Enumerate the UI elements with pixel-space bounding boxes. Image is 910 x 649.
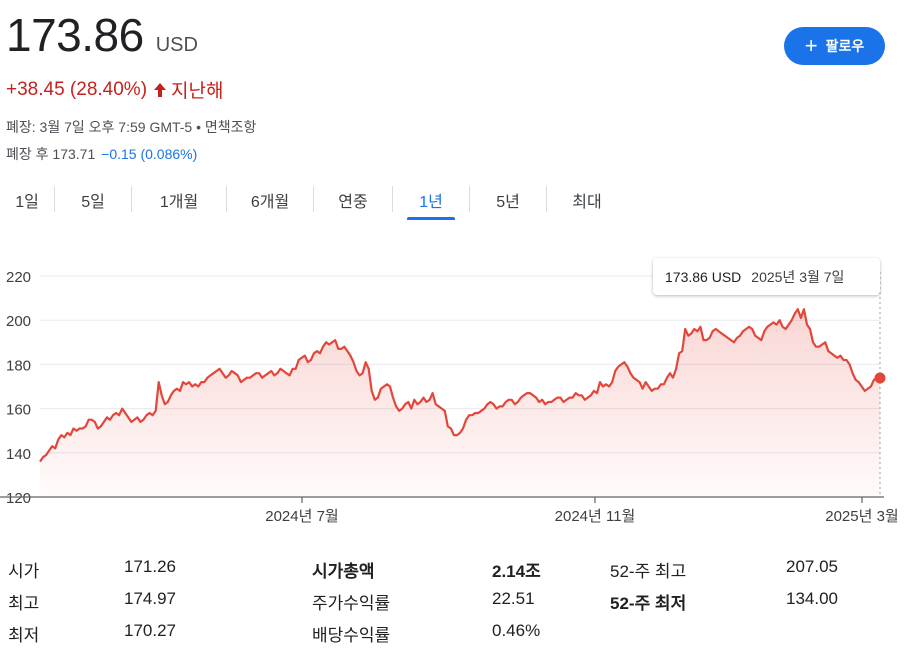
tab-8[interactable]: 최대: [572, 194, 602, 211]
y-tick-label: 180: [6, 357, 31, 374]
stat-value: 174.97: [124, 589, 176, 608]
x-tick-label: 2024년 11월: [555, 508, 636, 525]
close-info: 폐장: 3월 7일 오후 7:59 GMT-5 • 면책조항: [6, 117, 256, 137]
price-line: [39, 308, 881, 463]
after-hours-info: 폐장 후 173.71 −0.15 (0.086%): [6, 144, 197, 164]
y-tick-label: 200: [6, 313, 31, 330]
tab-separator: [54, 186, 55, 212]
tab-separator: [313, 186, 314, 212]
stat-value: 22.51: [492, 589, 535, 608]
tooltip-price: 173.86 USD: [665, 268, 742, 285]
stat-value: 134.00: [786, 589, 838, 608]
price-change: +38.45 (28.40%): [6, 78, 148, 100]
arrow-up-icon: [153, 82, 167, 98]
tab-separator: [469, 186, 470, 212]
plus-icon: +: [804, 33, 818, 58]
stat-label: 주가수익률: [312, 594, 391, 613]
x-tick-label: 2024년 7월: [265, 508, 338, 525]
price-chart[interactable]: 220 200 180 160 140 120 2024년 7월 2024년 11월 2025년…: [0, 250, 910, 535]
tab-5[interactable]: 연중: [338, 194, 368, 211]
tab-7[interactable]: 5년: [496, 194, 520, 211]
stat-value: 171.26: [124, 557, 176, 576]
close-info-text: 폐장: 3월 7일 오후 7:59 GMT-5 • 면책조항: [6, 119, 257, 135]
price-area-fill: [40, 309, 880, 497]
stat-label: 배당수익률: [312, 626, 391, 645]
stat-label: 최고: [8, 594, 40, 613]
stat-value: 2.14조: [492, 562, 541, 581]
follow-button-label: 팔로우: [825, 38, 865, 54]
price-change-row: +38.45 (28.40%) 지난해: [6, 76, 223, 103]
time-range-tabs: 1일 5일 1개월 6개월 연중 1년 5년 최대: [0, 180, 627, 220]
change-period: 지난해: [171, 81, 224, 102]
stat-label: 시가총액: [312, 562, 375, 581]
tab-separator: [131, 186, 132, 212]
stat-value: 0.46%: [492, 621, 541, 640]
tooltip-date: 2025년 3월 7일: [751, 268, 845, 285]
stat-label: 52-주 최고: [610, 562, 687, 581]
stat-label: 시가: [8, 562, 40, 581]
currency-label: USD: [155, 34, 198, 56]
price-chart-svg: 220 200 180 160 140 120 2024년 7월 2024년 11월 2025년…: [0, 269, 899, 525]
tab-separator: [546, 186, 547, 212]
tab-4[interactable]: 6개월: [250, 194, 290, 211]
current-price: 173.86: [6, 9, 144, 61]
tab-6[interactable]: 1년: [393, 180, 469, 220]
stat-value: 207.05: [786, 557, 838, 576]
tab-separator: [226, 186, 227, 212]
y-tick-label: 120: [6, 490, 31, 507]
hover-point: [874, 372, 886, 384]
y-tick-label: 160: [6, 402, 31, 419]
chart-tooltip: 173.86 USD 2025년 3월 7일: [653, 258, 880, 295]
tab-3[interactable]: 1개월: [159, 194, 199, 211]
tab-1[interactable]: 1일: [15, 194, 39, 211]
after-hours-change: −0.15 (0.086%): [101, 146, 198, 162]
tab-2[interactable]: 5일: [81, 194, 105, 211]
price-header: 173.86 USD: [6, 12, 198, 58]
y-tick-label: 140: [6, 446, 31, 463]
after-hours-price: 폐장 후 173.71: [6, 146, 96, 162]
x-tick-label: 2025년 3월: [825, 508, 898, 525]
stat-value: 170.27: [124, 621, 176, 640]
stat-label: 최저: [8, 626, 40, 645]
tab-separator: [392, 186, 393, 212]
follow-button[interactable]: + 팔로우: [784, 27, 885, 65]
stat-label: 52-주 최저: [610, 594, 687, 613]
y-tick-label: 220: [6, 269, 31, 286]
